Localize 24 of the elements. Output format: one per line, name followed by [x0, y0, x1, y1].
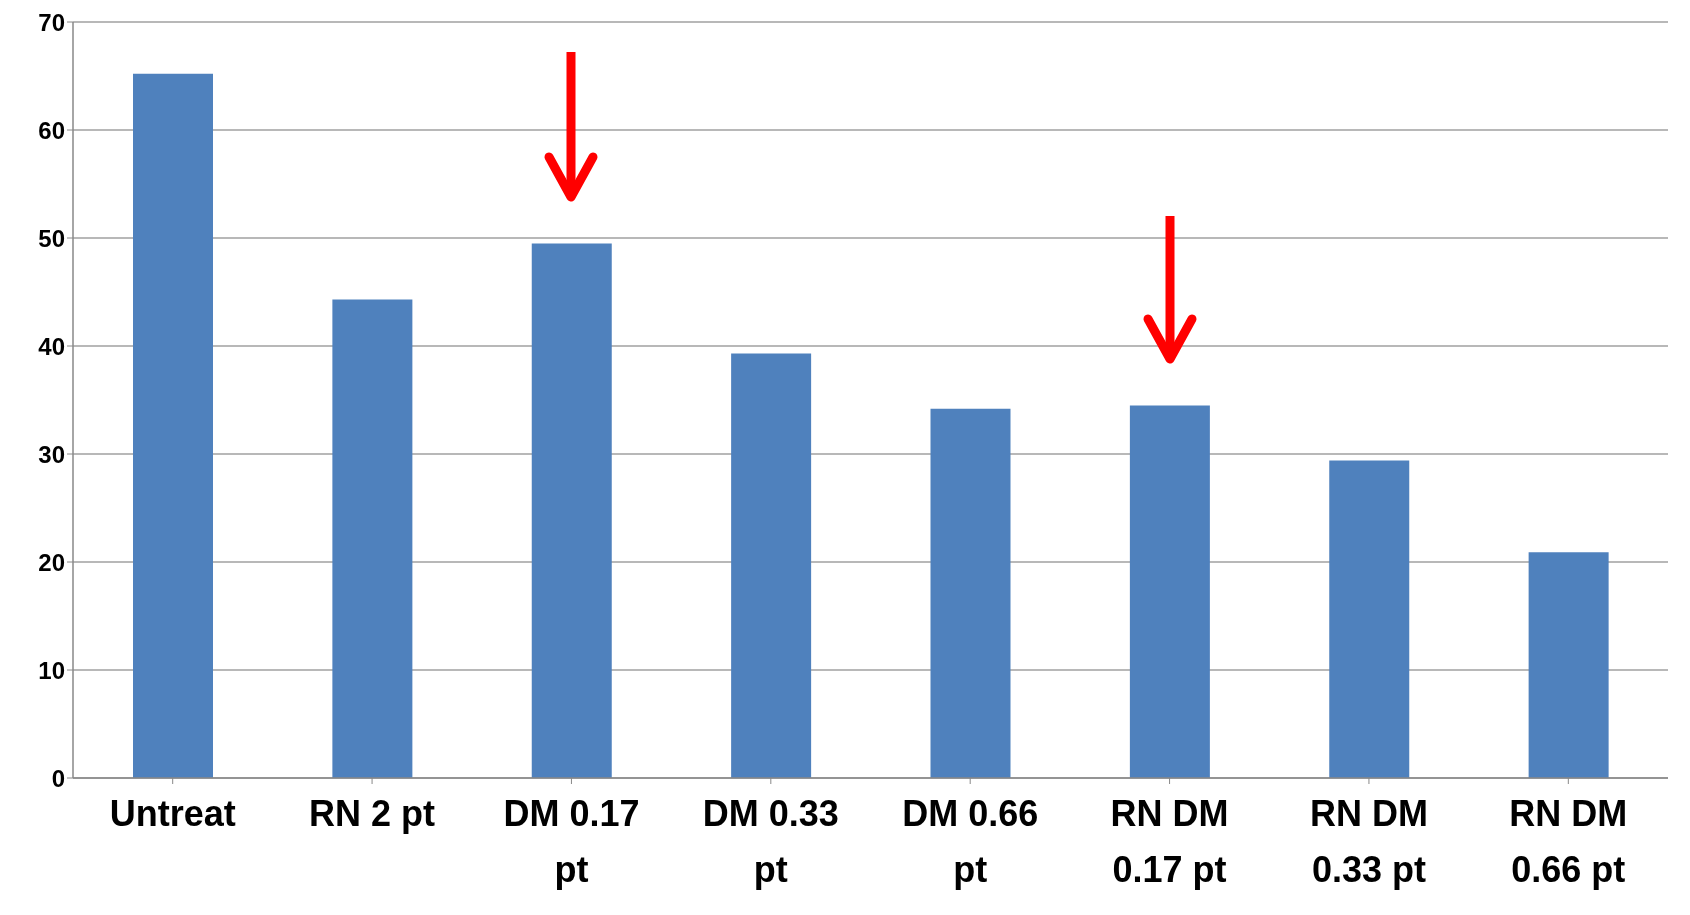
x-tick-label: RN DM 0.17 pt [1110, 793, 1229, 890]
x-tick-label: RN DM 0.33 pt [1309, 793, 1428, 890]
y-tick-label: 30 [38, 440, 65, 468]
x-tick-label: RN 2 pt [309, 793, 436, 834]
y-tick-label: 20 [38, 548, 65, 576]
bar [731, 353, 812, 778]
y-tick-label: 70 [38, 8, 65, 36]
bar [531, 243, 612, 778]
bar [930, 408, 1011, 778]
bar [332, 299, 413, 778]
x-tick-label: DM 0.33 pt [702, 793, 839, 890]
y-tick-label: 60 [38, 116, 65, 144]
bar [1129, 405, 1210, 778]
x-tick-label: RN DM 0.66 pt [1509, 793, 1628, 890]
bar [133, 73, 213, 778]
y-tick-label: 50 [38, 224, 65, 252]
y-tick-label: 0 [51, 764, 65, 792]
x-tick-label: Untreat [109, 793, 236, 834]
bar [1528, 552, 1609, 778]
x-tick-label: DM 0.66 pt [902, 793, 1039, 890]
x-tick-label: DM 0.17 pt [503, 793, 640, 890]
y-tick-label: 10 [38, 656, 65, 684]
y-tick-label: 40 [38, 332, 65, 360]
bar [1329, 460, 1410, 778]
